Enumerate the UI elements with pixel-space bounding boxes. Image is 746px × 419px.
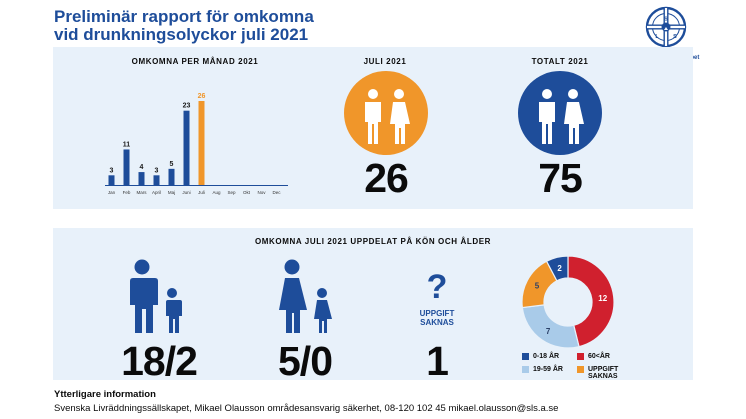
year-total-value: 75 [538, 155, 583, 201]
bar-mars [138, 172, 145, 185]
men-boys-value: 18/2 [121, 338, 198, 384]
title-line-1: Preliminär rapport för omkomna [54, 7, 314, 26]
x-tick-label: Maj [168, 190, 175, 195]
question-icon: ? [426, 268, 448, 306]
bar-maj [168, 168, 175, 185]
footer-heading: Ytterligare information [54, 389, 156, 400]
title-line-2: vid drunkningsolyckor juli 2021 [54, 25, 309, 44]
unknown-label-line-2: SAKNAS [420, 318, 454, 327]
page-title: Preliminär rapport för omkomna vid drunk… [54, 8, 314, 44]
woman-girl-icon [279, 259, 332, 333]
x-tick-label: Feb [123, 190, 131, 195]
total-title: TOTALT 2021 [531, 57, 589, 66]
donut-slice-label: 2 [557, 264, 562, 273]
donut-slice [567, 255, 615, 348]
july-people-circle [344, 71, 428, 155]
breakdown-panel [53, 228, 693, 380]
legend-swatch-60-plus [577, 353, 584, 360]
bar-value-label: 11 [123, 141, 131, 148]
x-tick-label: Mars [137, 190, 148, 195]
bar-value-label: 3 [155, 167, 159, 174]
x-tick-label: Aug [212, 190, 221, 195]
bar-value-label: 26 [198, 93, 206, 100]
unknown-label: UPPGIFT SAKNAS [402, 309, 472, 327]
age-donut-chart: 12 7 5 2 [521, 255, 615, 349]
july-title: JULI 2021 [363, 57, 407, 66]
unknown-value: 1 [426, 338, 449, 384]
donut-slice-label: 7 [546, 327, 551, 336]
legend-label-unknown-line-2: SAKNAS [588, 373, 618, 380]
monthly-bar-chart: 3 Jan 11 Feb 4 Mars 3 April 5 Maj 23 Juni 26 Juli Aug S… [105, 93, 288, 195]
breakdown-title: OMKOMNA JULI 2021 UPPDELAT PÅ KÖN OCH ÅL… [254, 237, 492, 246]
legend-label-unknown-line-1: UPPGIFT [588, 366, 619, 373]
man-woman-icon [539, 89, 584, 144]
donut-slice-label: 5 [535, 282, 540, 291]
x-tick-label: Dec [272, 190, 281, 195]
july-total-value: 26 [364, 155, 409, 201]
logo-letter: S [673, 34, 677, 40]
legend-swatch-19-59 [522, 366, 529, 373]
bar-jan [108, 175, 115, 185]
legend-swatch-unknown [577, 366, 584, 373]
legend-label-19-59: 19-59 ÅR [533, 366, 563, 373]
women-girls-value: 5/0 [278, 338, 333, 384]
unknown-label-line-1: UPPGIFT [419, 309, 455, 318]
bar-juni [183, 110, 190, 185]
bar-value-label: 23 [183, 103, 191, 110]
donut-slice-label: 12 [598, 294, 607, 303]
sls-logo: S L S [645, 6, 687, 48]
bar-value-label: 4 [140, 164, 144, 171]
bar-value-label: 5 [170, 161, 174, 168]
x-tick-label: April [152, 190, 161, 195]
x-tick-label: Jan [108, 190, 116, 195]
bar-april [153, 175, 160, 185]
bar-feb [123, 149, 130, 185]
bar-juli [198, 101, 205, 185]
legend-swatch-0-18 [522, 353, 529, 360]
x-tick-label: Juli [198, 190, 205, 195]
bar-value-label: 3 [110, 167, 114, 174]
donut-slice [521, 304, 580, 349]
legend-label-60-plus: 60<ÅR [588, 353, 610, 360]
x-tick-label: Okt [243, 190, 251, 195]
footer-contact-text: Svenska Livräddningssällskapet, Mikael O… [54, 403, 559, 414]
legend-label-unknown: UPPGIFT SAKNAS [588, 366, 618, 380]
total-people-circle [518, 71, 602, 155]
x-tick-label: Sep [227, 190, 236, 195]
man-boy-icon [129, 259, 182, 333]
logo-letter: S [664, 17, 668, 23]
monthly-chart-title: OMKOMNA PER MÅNAD 2021 [131, 57, 259, 66]
donut-slice [545, 255, 569, 282]
legend-label-0-18: 0-18 ÅR [533, 353, 560, 360]
x-tick-label: Nov [257, 190, 266, 195]
x-tick-label: Juni [182, 190, 190, 195]
logo-letter: L [655, 34, 659, 40]
man-woman-icon [365, 89, 410, 144]
